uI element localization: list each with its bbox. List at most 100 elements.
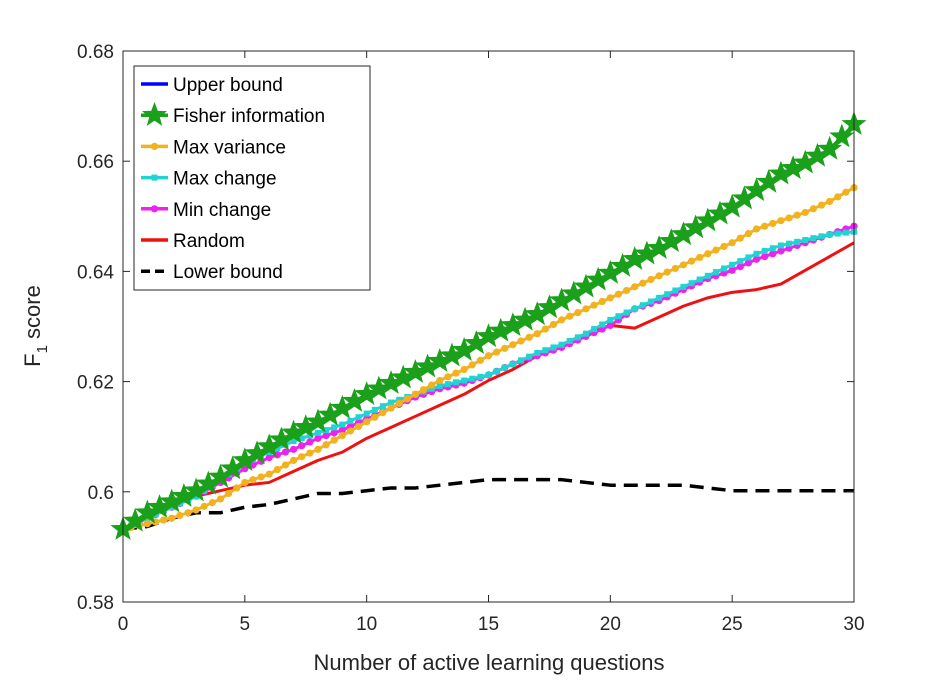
data-point [477,373,484,380]
data-point [801,208,809,217]
tick-layer: 0 5 10 15 20 25 30 0.58 0.6 0.62 0.64 0.66 0.68 [77,42,865,635]
data-point [388,399,395,406]
series-max-variance [119,184,858,533]
legend-marker [150,142,159,150]
legend-item-max-variance: Max variance [141,137,286,158]
legend-box [133,65,371,291]
data-point [777,217,785,225]
data-point [842,229,849,236]
data-point [289,456,298,464]
data-point [476,356,484,364]
data-point [737,258,744,265]
data-point [143,520,151,528]
data-point [314,445,322,453]
data-point [655,272,663,280]
data-point [687,257,696,265]
legend-label: Fisher information [173,106,325,127]
data-point [436,376,444,385]
y-axis-label-subscript: 1 [34,345,51,353]
y-tick-label: 0.62 [77,373,114,394]
data-point [663,268,671,276]
data-point [574,308,582,317]
data-point [176,511,184,520]
data-point [144,515,151,522]
data-point [501,364,508,371]
data-point [363,418,371,426]
data-point [387,404,395,412]
x-tick-label: 10 [356,614,377,635]
data-point [354,422,363,431]
data-point [606,294,614,302]
data-point [680,283,687,290]
data-point [314,429,321,436]
data-point [469,375,476,382]
data-point [802,236,809,243]
data-point [598,297,606,306]
data-point [761,222,769,230]
data-point [274,445,281,452]
data-point [411,390,419,398]
legend-marker [141,102,168,126]
data-point [606,321,614,329]
data-point [834,230,841,237]
data-point [298,453,306,461]
data-point [810,235,817,242]
data-point [168,514,176,522]
data-point [679,261,688,269]
data-point [371,406,378,413]
legend-marker [150,205,159,213]
data-point [249,476,257,484]
data-point [729,261,736,268]
data-point [338,431,346,440]
x-tick-label: 20 [600,614,621,635]
data-point [493,348,501,356]
data-point [720,242,728,251]
data-point [590,301,598,309]
data-point [306,432,313,439]
data-point [533,330,541,338]
data-point [452,369,460,377]
y-axis-label-rest: score [20,285,45,345]
data-point [468,361,476,369]
data-point [379,409,387,417]
data-point [549,320,558,329]
data-point [656,294,663,301]
data-point [323,427,330,434]
data-point [347,417,354,424]
data-point [453,379,460,386]
data-point [688,280,695,287]
data-point [817,201,826,209]
data-point [200,502,208,510]
data-point [273,465,281,474]
data-point [558,341,565,348]
data-point [704,250,712,258]
data-point [526,353,533,360]
data-point [168,504,175,511]
data-point [744,229,753,238]
data-point [192,506,200,514]
legend-item-lower-bound: Lower bound [141,262,283,283]
data-point [574,334,581,341]
data-point [509,341,517,349]
data-point [346,427,355,435]
data-point [631,305,638,312]
data-point [566,312,574,320]
data-point [160,516,168,524]
data-point [704,272,711,279]
data-point [794,238,801,245]
data-point [712,269,719,276]
data-point [826,197,834,206]
data-point [363,410,370,417]
data-point [736,263,744,271]
y-tick-label: 0.64 [77,262,114,283]
data-point [623,309,630,316]
data-point [289,445,298,453]
data-point [769,250,777,258]
data-point [721,265,728,272]
data-point [371,413,379,421]
data-point [330,429,338,437]
data-point [257,473,265,481]
data-point [444,373,452,381]
x-tick-label: 15 [478,614,499,635]
data-point [484,352,493,360]
